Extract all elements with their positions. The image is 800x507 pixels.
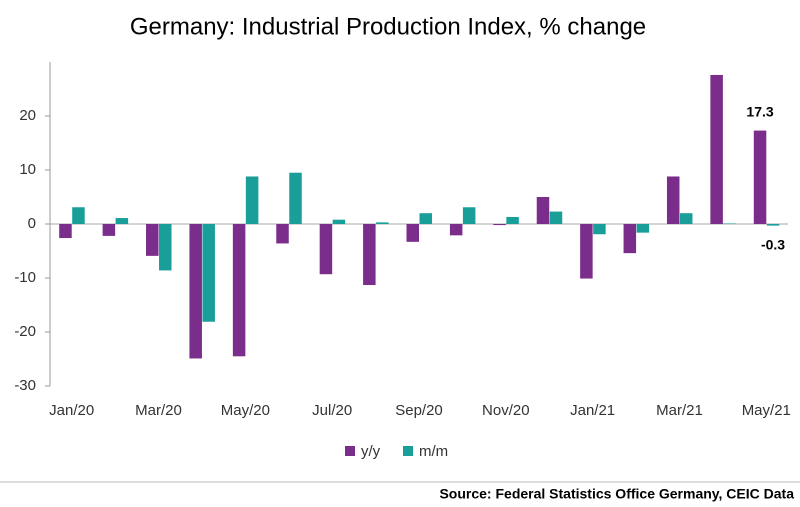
bar [376, 222, 389, 224]
bar [72, 207, 85, 224]
value-label: -0.3 [761, 236, 785, 252]
bar [59, 224, 72, 239]
legend-swatch [403, 446, 413, 456]
bar [449, 224, 463, 236]
bar [506, 216, 519, 224]
bar [332, 219, 346, 224]
bar [159, 224, 172, 271]
bar [115, 218, 129, 224]
bar [593, 224, 606, 235]
x-tick-label: Sep/20 [395, 402, 443, 419]
bar [536, 197, 550, 224]
y-tick-label: -10 [14, 269, 36, 286]
bar [580, 224, 593, 279]
x-tick-label: Mar/20 [135, 402, 182, 419]
legend-swatch [345, 446, 355, 456]
bar [636, 224, 650, 233]
bar [289, 172, 302, 224]
legend-label: m/m [419, 443, 448, 460]
x-tick-label: May/20 [221, 402, 270, 419]
bar [723, 223, 736, 224]
bar [766, 224, 780, 226]
y-tick-label: 20 [19, 107, 36, 124]
bar [363, 224, 376, 286]
bar [102, 224, 116, 236]
bar [710, 74, 723, 225]
source: Source: Federal Statistics Office German… [439, 486, 794, 502]
chart-title: Germany: Industrial Production Index, % … [130, 13, 646, 40]
bar [406, 224, 419, 242]
bar [202, 224, 215, 322]
bar [245, 176, 259, 224]
bar [276, 224, 289, 244]
legend-label: y/y [361, 443, 381, 460]
x-tick-label: May/21 [742, 402, 791, 419]
bar [189, 224, 202, 359]
bar [679, 213, 693, 224]
bar [232, 224, 246, 357]
x-tick-label: Jul/20 [312, 402, 352, 419]
bar [753, 130, 767, 224]
value-label: 17.3 [746, 103, 773, 119]
x-tick-label: Mar/21 [656, 402, 703, 419]
y-tick-label: -20 [14, 323, 36, 340]
bar [666, 176, 680, 224]
y-tick-label: 10 [19, 161, 36, 178]
bar [419, 213, 432, 224]
x-tick-label: Nov/20 [482, 402, 530, 419]
bar [623, 224, 637, 254]
bar [319, 224, 333, 275]
bar [146, 224, 159, 256]
x-tick-label: Jan/20 [49, 402, 94, 419]
bar [462, 207, 476, 224]
bar [549, 211, 563, 224]
x-tick-label: Jan/21 [570, 402, 615, 419]
y-tick-label: -30 [14, 377, 36, 394]
y-tick-label: 0 [28, 215, 36, 232]
bar [493, 224, 506, 226]
